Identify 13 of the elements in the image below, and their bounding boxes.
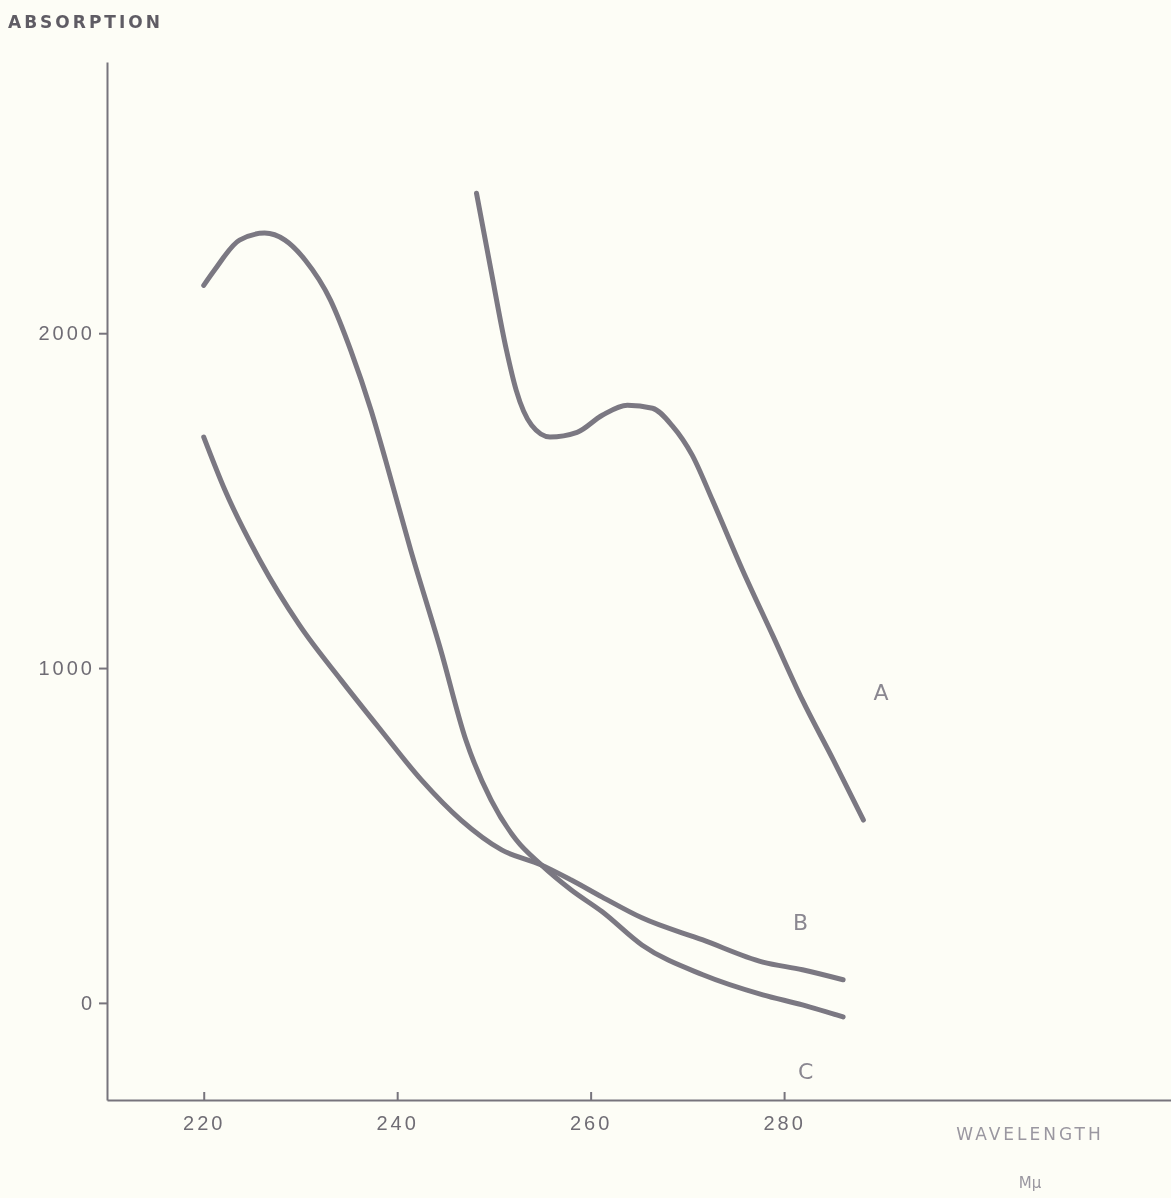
- x-tick-label: 220: [183, 1112, 226, 1135]
- series-label: B: [793, 909, 809, 935]
- y-tick-label: 1000: [38, 656, 95, 679]
- text: Mμ: [1018, 1174, 1042, 1192]
- x-tick-label: 240: [376, 1112, 419, 1135]
- x-tick-label: 280: [763, 1112, 806, 1135]
- y-tick-label: 2000: [38, 322, 95, 345]
- text: C: [798, 1058, 814, 1084]
- x-tick-label: 260: [569, 1112, 613, 1135]
- x-axis-title: WAVELENGTH: [956, 1124, 1104, 1144]
- text: A: [873, 680, 889, 706]
- y-tick-label: 0: [80, 991, 95, 1014]
- y-axis-title: ABSORPTION: [8, 12, 163, 32]
